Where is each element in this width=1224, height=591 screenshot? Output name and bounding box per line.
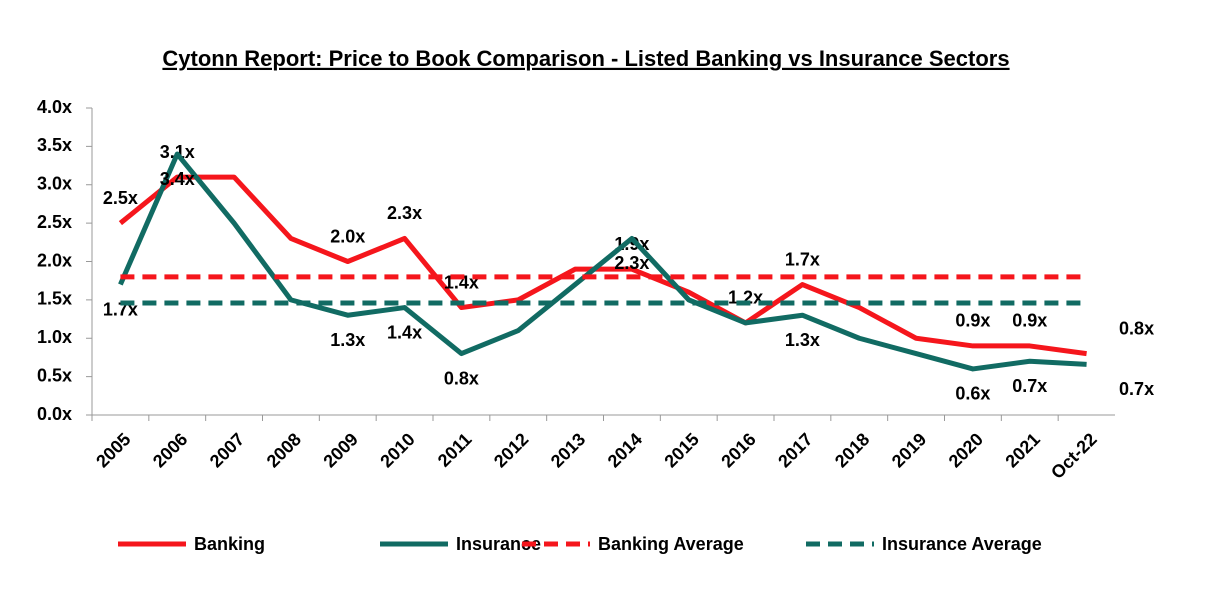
y-tick-label: 2.5x <box>37 212 72 232</box>
x-tick-label: 2016 <box>717 429 759 471</box>
x-tick-label: 2006 <box>149 429 191 471</box>
legend-label: Insurance <box>456 534 541 554</box>
data-label: 2.3x <box>387 203 422 223</box>
x-tick-label: 2015 <box>660 429 702 471</box>
x-tick-label: 2007 <box>206 429 248 471</box>
data-label: 0.9x <box>1012 311 1047 331</box>
x-tick-label: 2005 <box>92 429 134 471</box>
x-tick-label: 2017 <box>774 429 816 471</box>
data-label: 0.7x <box>1012 376 1047 396</box>
x-tick-label: 2013 <box>547 429 589 471</box>
data-label: 2.5x <box>103 188 138 208</box>
data-label: 0.8x <box>1119 318 1154 338</box>
x-tick-label: Oct-22 <box>1047 429 1101 483</box>
x-tick-label: 2014 <box>604 429 646 471</box>
x-tick-label: 2011 <box>434 429 476 471</box>
data-label: 1.4x <box>387 322 422 342</box>
data-label: 0.8x <box>444 368 479 388</box>
chart-title: Cytonn Report: Price to Book Comparison … <box>162 46 1009 71</box>
y-tick-label: 0.5x <box>37 365 72 385</box>
data-label: 0.7x <box>1119 379 1154 399</box>
data-label: 1.3x <box>785 330 820 350</box>
data-label: 2.3x <box>614 253 649 273</box>
x-tick-label: 2009 <box>319 429 361 471</box>
y-tick-label: 2.0x <box>37 250 72 270</box>
series-line <box>118 151 1087 372</box>
x-tick-label: 2019 <box>888 429 930 471</box>
y-tick-label: 3.5x <box>37 135 72 155</box>
y-tick-label: 1.5x <box>37 289 72 309</box>
legend-label: Insurance Average <box>882 534 1042 554</box>
y-tick-label: 3.0x <box>37 174 72 194</box>
y-tick-label: 4.0x <box>37 97 72 117</box>
x-tick-label: 2018 <box>831 429 873 471</box>
data-label: 3.4x <box>160 169 195 189</box>
x-tick-label: 2020 <box>945 429 987 471</box>
legend-label: Banking <box>194 534 265 554</box>
y-tick-label: 0.0x <box>37 404 72 424</box>
y-tick-label: 1.0x <box>37 327 72 347</box>
x-tick-label: 2012 <box>490 429 532 471</box>
data-label: 2.0x <box>330 226 365 246</box>
x-tick-label: 2008 <box>263 429 305 471</box>
series-line <box>118 174 1087 357</box>
legend-label: Banking Average <box>598 534 744 554</box>
data-label: 0.6x <box>955 384 990 404</box>
x-tick-label: 2021 <box>1001 429 1043 471</box>
data-label: 0.9x <box>955 311 990 331</box>
data-label: 1.7x <box>785 249 820 269</box>
data-label: 1.3x <box>330 330 365 350</box>
x-tick-label: 2010 <box>376 429 418 471</box>
